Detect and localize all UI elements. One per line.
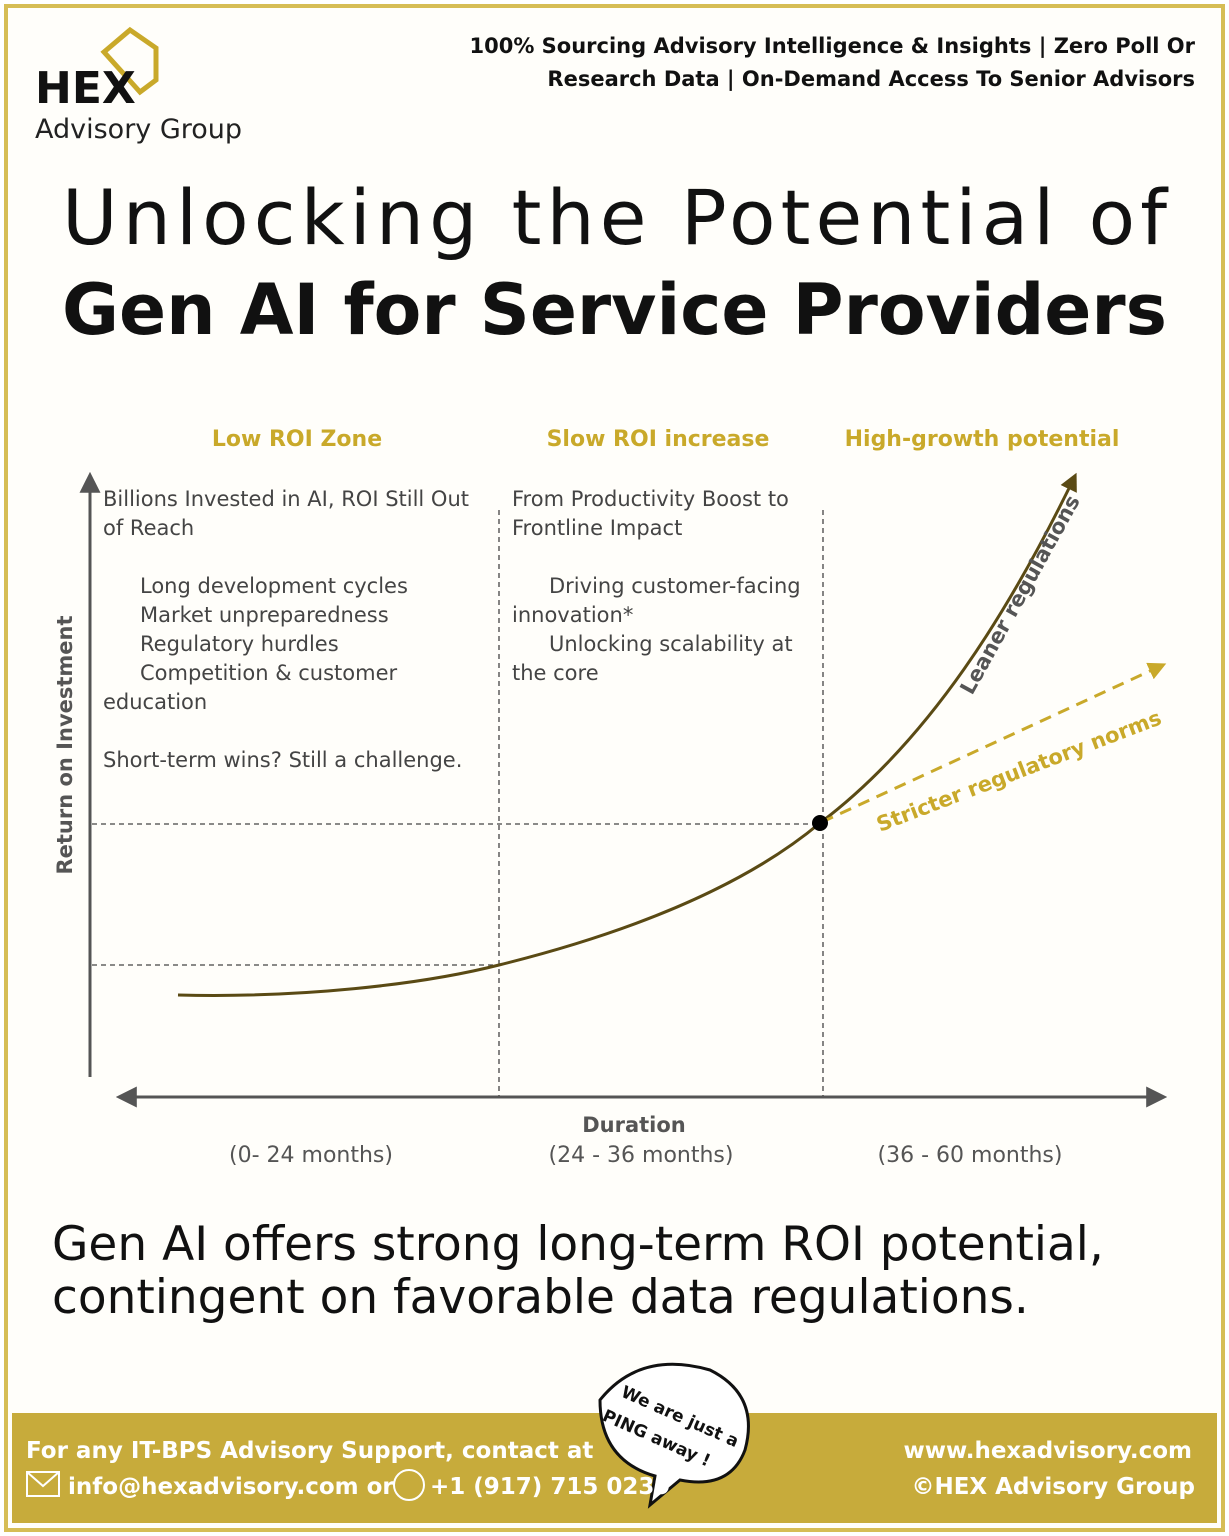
footer-copyright: ©HEX Advisory Group <box>911 1474 1195 1500</box>
zone-heading: High-growth potential <box>845 427 1120 452</box>
duration-label: (0- 24 months) <box>229 1143 393 1168</box>
x-axis-label: Duration <box>582 1113 686 1137</box>
zone-text: From Productivity Boost to <box>512 487 789 511</box>
duration-label: (36 - 60 months) <box>878 1143 1063 1168</box>
zone-text: of Reach <box>103 516 194 540</box>
zone-text: Billions Invested in AI, ROI Still Out <box>103 487 469 511</box>
y-axis-label: Return on Investment <box>53 615 77 874</box>
roi-curve <box>177 472 1077 997</box>
email-icon <box>26 1471 60 1497</box>
zone-text: the core <box>512 661 599 685</box>
footer-email: info@hexadvisory.com or <box>68 1474 394 1500</box>
zone-text: Long development cycles <box>140 574 408 598</box>
footer-phone: +1 (917) 715 0239 <box>430 1474 670 1500</box>
title-line1: Unlocking the Potential of <box>62 173 1169 262</box>
duration-label: (24 - 36 months) <box>549 1143 734 1168</box>
zone-text: education <box>103 690 207 714</box>
phone-icon <box>393 1469 425 1501</box>
zone-text: Unlocking scalability at <box>549 632 793 656</box>
zone-text: Driving customer-facing <box>549 574 801 598</box>
zone-heading: Slow ROI increase <box>547 427 770 452</box>
inflection-point <box>812 815 828 831</box>
tagline: Research Data | On-Demand Access To Seni… <box>547 67 1195 92</box>
title-line2: Gen AI for Service Providers <box>62 269 1167 351</box>
zone-heading: Low ROI Zone <box>212 427 382 452</box>
logo-hexagon <box>100 26 159 96</box>
footer-contact: For any IT-BPS Advisory Support, contact… <box>26 1438 593 1464</box>
zone-text: innovation* <box>512 603 633 627</box>
tagline: 100% Sourcing Advisory Intelligence & In… <box>469 34 1195 59</box>
conclusion: contingent on favorable data regulations… <box>52 1270 1029 1325</box>
speech-bubble <box>598 1362 750 1509</box>
frame <box>4 4 1225 1532</box>
zone-text: Market unpreparedness <box>140 603 389 627</box>
logo-subtitle: Advisory Group <box>35 114 242 145</box>
logo-title: HEX <box>35 63 136 114</box>
zone-text: Short-term wins? Still a challenge. <box>103 748 462 772</box>
zone-text: Frontline Impact <box>512 516 682 540</box>
zone-text: Regulatory hurdles <box>140 632 339 656</box>
zone-text: Competition & customer <box>140 661 397 685</box>
stricter-path <box>821 662 1167 824</box>
footer-website: www.hexadvisory.com <box>903 1438 1192 1464</box>
conclusion: Gen AI offers strong long-term ROI poten… <box>52 1217 1104 1272</box>
